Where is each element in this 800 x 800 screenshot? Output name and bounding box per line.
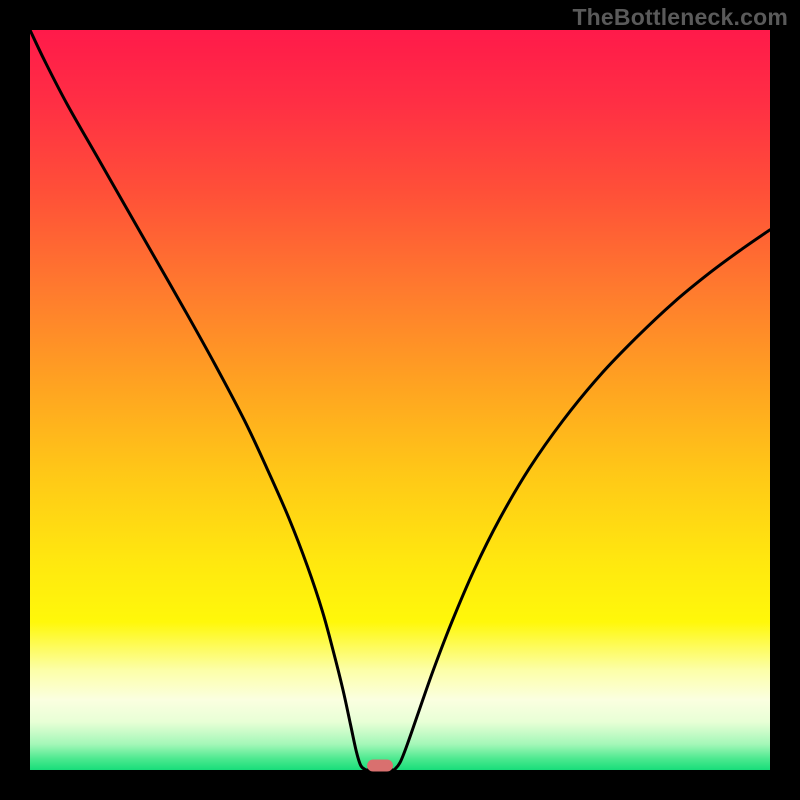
watermark-text: TheBottleneck.com: [572, 4, 788, 31]
bottleneck-chart: [0, 0, 800, 800]
chart-gradient-bg: [30, 30, 770, 770]
optimal-point-marker: [367, 760, 393, 772]
chart-container: TheBottleneck.com: [0, 0, 800, 800]
